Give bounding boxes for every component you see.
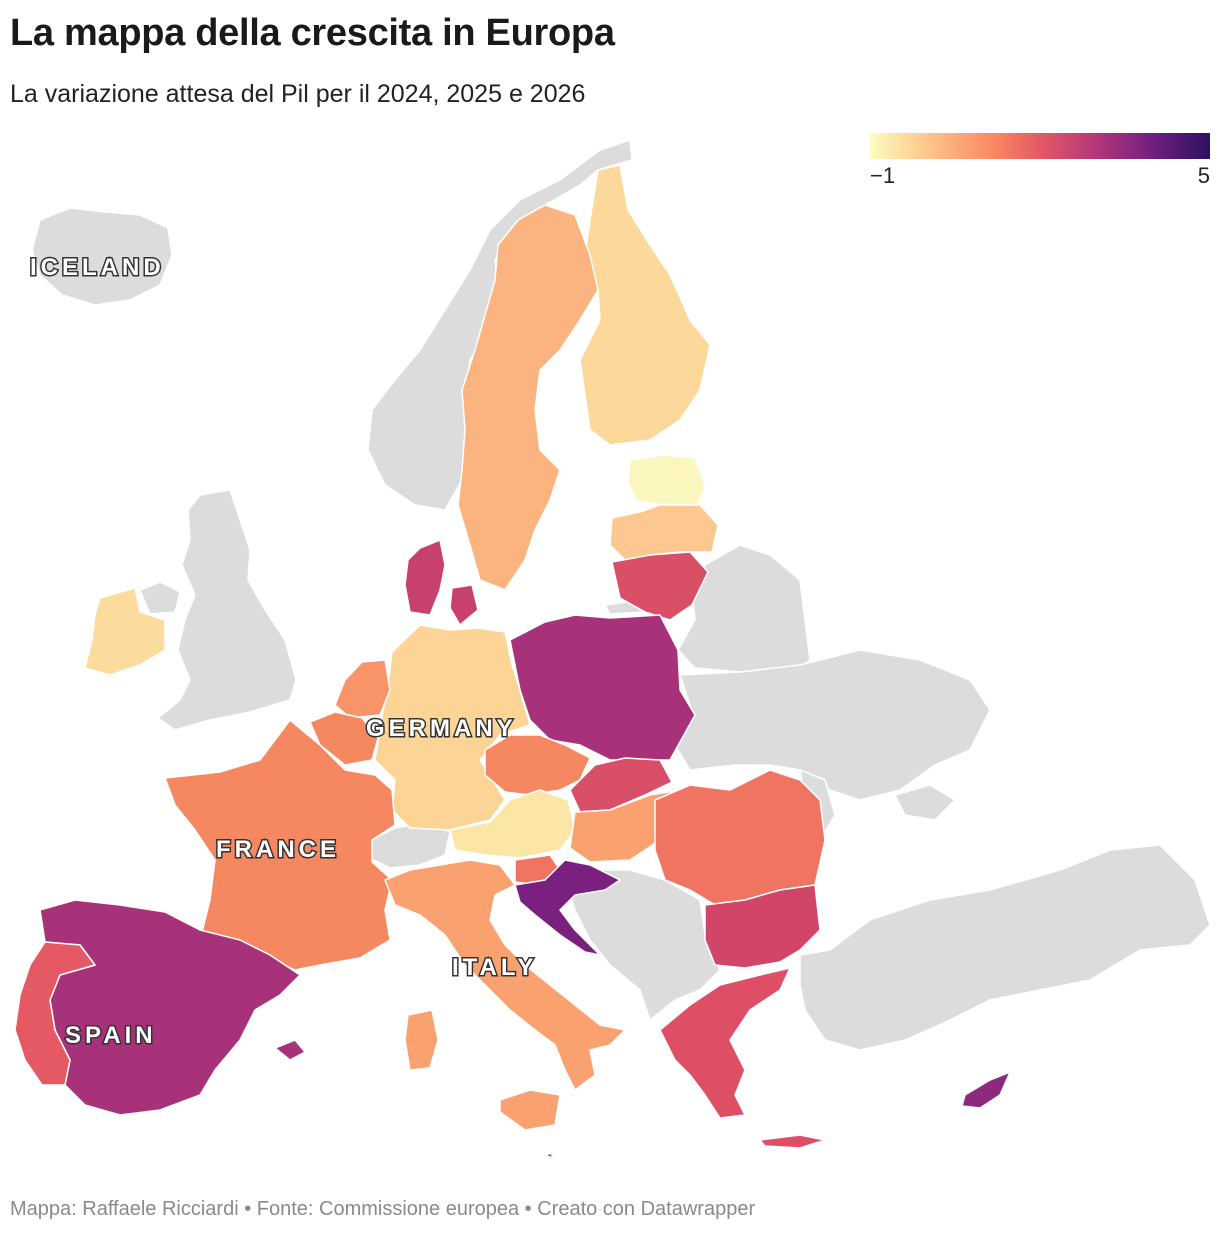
eu-countries <box>14 164 1011 1159</box>
legend-gradient-bar <box>870 133 1210 159</box>
country-switzerland <box>369 821 451 869</box>
country-balearics <box>274 1039 306 1061</box>
no-data-countries <box>31 140 1211 1051</box>
chart-subtitle: La variazione attesa del Pil per il 2024… <box>10 80 586 108</box>
country-turkey <box>799 844 1211 1051</box>
country-cyprus <box>961 1071 1011 1109</box>
country-serbia-balkans <box>564 869 721 1021</box>
map-label-iceland: ICELAND <box>30 254 165 281</box>
legend-max-label: 5 <box>1197 163 1210 188</box>
country-estonia <box>627 454 706 506</box>
country-uk <box>157 489 297 731</box>
map-label-france: FRANCE <box>216 836 340 863</box>
europe-map: ICELAND GERMANY FRANCE ITALY SPAIN <box>14 140 1211 1159</box>
country-croatia <box>514 859 621 956</box>
country-northern-ireland <box>139 581 181 615</box>
country-denmark <box>404 539 479 626</box>
country-ukraine <box>671 649 991 801</box>
country-malta <box>544 1152 553 1159</box>
country-italy <box>384 859 626 1131</box>
map-label-spain: SPAIN <box>65 1022 157 1049</box>
country-portugal <box>14 941 96 1086</box>
country-poland <box>509 614 696 761</box>
legend-min-label: −1 <box>870 163 896 188</box>
country-sweden <box>457 204 599 591</box>
country-france <box>164 719 396 971</box>
chart-title: La mappa della crescita in Europa <box>10 12 615 54</box>
color-legend: −1 5 <box>870 133 1210 188</box>
country-latvia <box>609 504 719 561</box>
country-crimea <box>894 784 956 821</box>
country-ireland <box>84 587 166 676</box>
country-greece <box>659 967 826 1149</box>
map-label-italy: ITALY <box>452 954 537 981</box>
country-bulgaria <box>704 884 821 969</box>
map-label-germany: GERMANY <box>366 715 517 742</box>
country-netherlands <box>334 659 391 719</box>
country-iceland <box>31 207 173 306</box>
source-footer: Mappa: Raffaele Ricciardi • Fonte: Commi… <box>10 1198 756 1220</box>
country-finland <box>579 164 711 446</box>
country-lithuania <box>611 551 709 621</box>
country-romania <box>654 769 826 906</box>
